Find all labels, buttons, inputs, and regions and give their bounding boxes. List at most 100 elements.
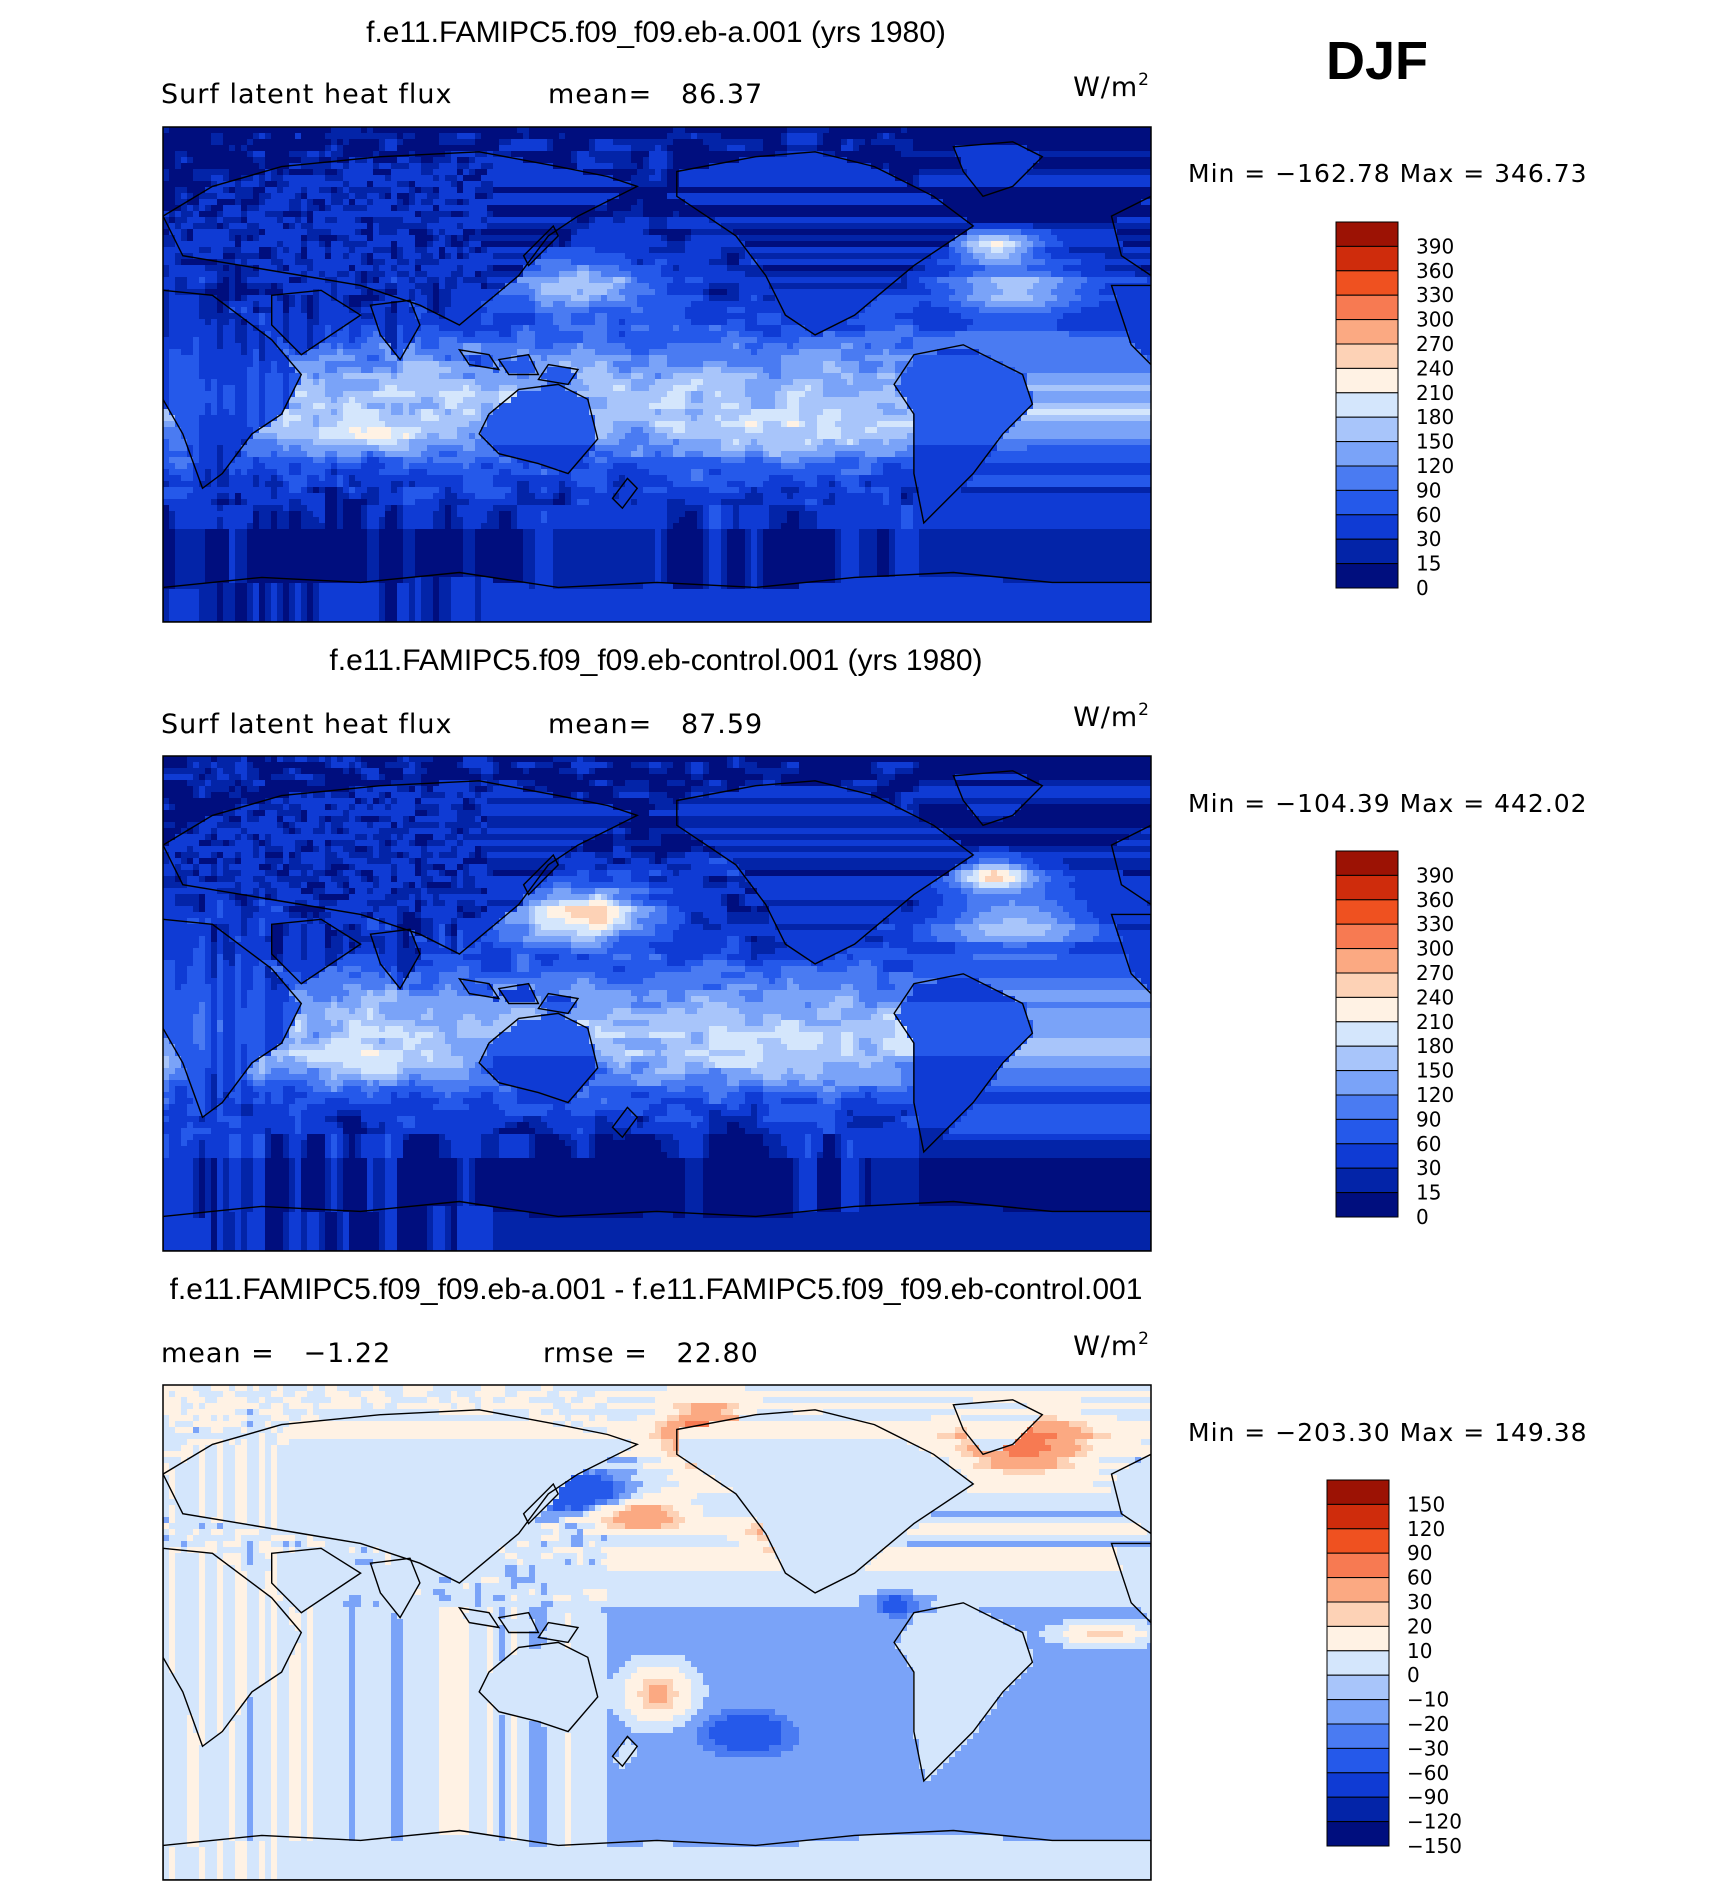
map-cell [703, 768, 710, 775]
map-cell [535, 319, 554, 326]
map-cell [661, 577, 668, 584]
map-cell [397, 756, 404, 763]
map-cell [415, 577, 422, 584]
map-cell [823, 1032, 842, 1039]
map-cell [1129, 954, 1151, 961]
map-cell [517, 984, 530, 991]
map-cell [349, 894, 386, 901]
map-cell [211, 1044, 218, 1051]
map-cell [325, 762, 332, 769]
map-cell [469, 163, 482, 170]
map-cell [397, 918, 404, 925]
map-cell [607, 894, 614, 901]
map-cell [631, 858, 650, 865]
map-cell [667, 900, 722, 907]
map-cell [421, 864, 434, 871]
map-cell [289, 511, 302, 518]
map-cell [403, 499, 416, 506]
map-cell [1093, 912, 1151, 919]
map-cell [469, 828, 482, 835]
map-cell [817, 139, 824, 146]
map-cell [307, 619, 314, 622]
map-cell [673, 157, 740, 164]
map-cell [703, 846, 716, 853]
map-cell [949, 834, 1130, 841]
map-cell [499, 990, 536, 997]
map-cell [223, 139, 248, 146]
map-cell [283, 595, 290, 602]
map-cell [739, 439, 752, 446]
map-cell [799, 768, 872, 775]
map-cell [487, 517, 500, 524]
map-cell [223, 948, 236, 955]
map-cell [859, 391, 896, 398]
map-cell [727, 954, 752, 961]
map-cell [865, 487, 872, 494]
map-cell [265, 163, 290, 170]
map-cell [631, 499, 638, 506]
map-cell [481, 607, 1151, 614]
map-cell [877, 133, 884, 140]
map-cell [685, 1032, 692, 1039]
map-cell [769, 906, 902, 913]
map-cell [175, 1044, 200, 1051]
map-cell [217, 391, 224, 398]
map-cell [1027, 247, 1034, 254]
map-cell [631, 1002, 662, 1009]
map-cell [163, 277, 176, 284]
map-cell [433, 511, 446, 518]
map-cell [775, 978, 788, 985]
map-cell [187, 918, 200, 925]
map-cell [493, 253, 542, 260]
map-cell [661, 1002, 704, 1009]
map-cell [745, 870, 950, 877]
map-cell [331, 876, 350, 883]
map-cell [187, 193, 194, 200]
map-cell [475, 619, 482, 622]
map-cell [163, 912, 218, 919]
map-cell [787, 762, 800, 769]
map-cell [913, 517, 1151, 524]
map-cell [187, 445, 194, 452]
map-cell [211, 864, 218, 871]
map-cell [313, 343, 320, 350]
map-cell [1015, 810, 1151, 817]
map-cell [649, 1032, 686, 1039]
map-cell [931, 924, 956, 931]
map-cell [523, 900, 530, 907]
map-cell [241, 900, 248, 907]
map-cell [913, 900, 920, 907]
map-cell [163, 984, 176, 991]
map-cell [835, 571, 842, 578]
map-cell [745, 1014, 764, 1021]
map-cell [409, 469, 428, 476]
map-cell [427, 433, 440, 440]
map-cell [667, 235, 686, 242]
map-cell [427, 295, 434, 302]
map-cell [577, 870, 590, 877]
map-cell [163, 607, 170, 614]
map-cell [421, 792, 446, 799]
map-cell [463, 930, 488, 937]
map-cell [751, 936, 758, 943]
map-cell [823, 960, 860, 967]
map-cell [343, 505, 362, 512]
map-cell [229, 475, 254, 482]
map-cell [703, 379, 746, 386]
map-cell [217, 1014, 224, 1021]
map-cell [709, 535, 722, 542]
map-cell [475, 882, 542, 889]
map-cell [535, 307, 590, 314]
map-cell [961, 870, 974, 877]
map-cell [265, 397, 284, 404]
map-cell [223, 175, 230, 182]
map-cell [313, 211, 416, 218]
colorbar-tick-label: 15 [1416, 552, 1441, 576]
map-cell [445, 864, 458, 871]
map-cell [343, 343, 362, 350]
map-cell [727, 145, 746, 152]
map-cell [409, 409, 416, 416]
map-cell [655, 289, 668, 296]
map-cell [361, 972, 380, 979]
map-cell [433, 307, 440, 314]
